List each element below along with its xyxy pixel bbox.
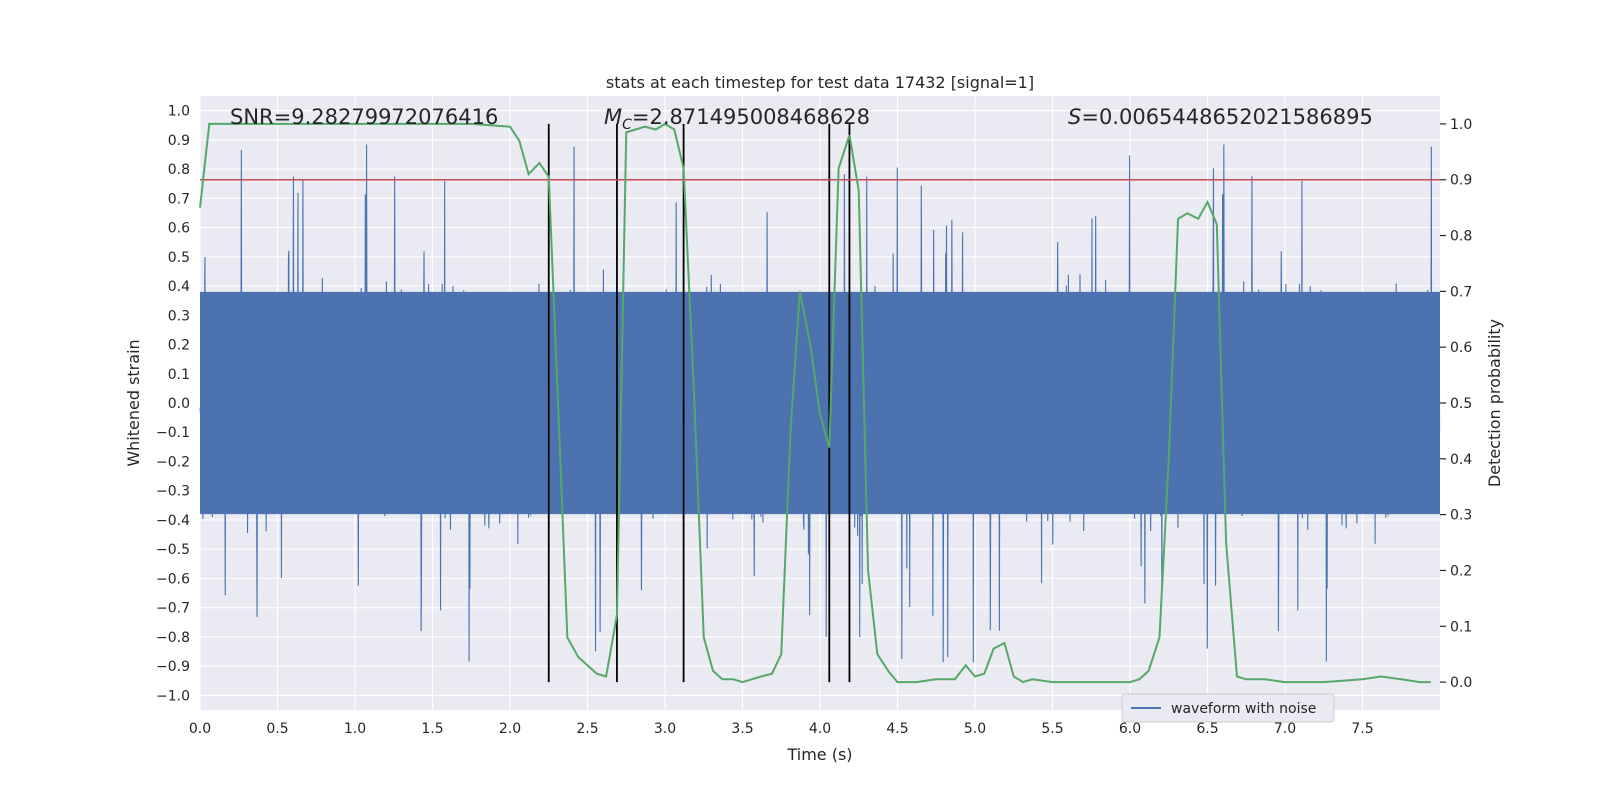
y-tick-label: 0.3 bbox=[168, 308, 190, 324]
s-symbol: S bbox=[1068, 105, 1081, 129]
y-tick-label: −0.8 bbox=[156, 630, 190, 646]
x-tick-label: 4.0 bbox=[809, 721, 831, 737]
y2-tick-label: 0.5 bbox=[1450, 396, 1472, 412]
y2-axis-label: Detection probability bbox=[1485, 319, 1504, 487]
y-tick-label: −0.7 bbox=[156, 601, 190, 617]
y-tick-label: 0.6 bbox=[168, 221, 190, 237]
snr-annotation: SNR=9.28279972076416 bbox=[230, 105, 498, 129]
x-tick-label: 6.0 bbox=[1119, 721, 1141, 737]
mc-symbol: M bbox=[604, 105, 622, 129]
mc-annotation: MC=2.871495008468628 bbox=[604, 105, 870, 133]
x-tick-label: 1.0 bbox=[344, 721, 366, 737]
x-tick-label: 7.5 bbox=[1351, 721, 1373, 737]
y2-ticks: 1.0 0.9 0.8 0.7 0.6 0.5 0.4 0.3 0.2 0.1 0.0 bbox=[1440, 117, 1472, 691]
mc-value: =2.871495008468628 bbox=[632, 105, 870, 129]
x-tick-label: 0.5 bbox=[266, 721, 288, 737]
x-tick-label: 5.5 bbox=[1041, 721, 1063, 737]
y-tick-label: 0.2 bbox=[168, 338, 190, 354]
waveform-series bbox=[199, 144, 1441, 663]
y-tick-label: 1.0 bbox=[168, 104, 190, 120]
legend-box bbox=[1121, 693, 1335, 723]
y2-tick-label: 0.1 bbox=[1450, 619, 1472, 635]
y2-tick-label: 0.2 bbox=[1450, 563, 1472, 579]
x-tick-label: 6.5 bbox=[1196, 721, 1218, 737]
y2-tick-label: 0.9 bbox=[1450, 173, 1472, 189]
y2-tick-label: 0.0 bbox=[1450, 675, 1472, 691]
y-ticks: 1.0 0.9 0.8 0.7 0.6 0.5 0.4 0.3 0.2 0.1 0.0 −0.1 −0.… bbox=[156, 104, 190, 705]
y-tick-label: −0.3 bbox=[156, 484, 190, 500]
y2-tick-label: 0.7 bbox=[1450, 284, 1472, 300]
x-tick-label: 2.5 bbox=[576, 721, 598, 737]
legend-label: waveform with noise bbox=[1171, 701, 1316, 717]
legend: waveform with noise bbox=[1121, 693, 1335, 723]
x-tick-label: 3.5 bbox=[731, 721, 753, 737]
y2-tick-label: 0.6 bbox=[1450, 340, 1472, 356]
x-tick-label: 2.0 bbox=[499, 721, 521, 737]
y-axis-label: Whitened strain bbox=[124, 339, 143, 466]
y-tick-label: −0.4 bbox=[156, 513, 190, 529]
y-tick-label: 0.7 bbox=[168, 191, 190, 207]
y-tick-label: 0.4 bbox=[168, 279, 190, 295]
x-tick-label: 3.0 bbox=[654, 721, 676, 737]
y2-tick-label: 0.4 bbox=[1450, 452, 1472, 468]
y2-tick-label: 1.0 bbox=[1450, 117, 1472, 133]
y-tick-label: 0.0 bbox=[168, 396, 190, 412]
y-tick-label: 0.1 bbox=[168, 367, 190, 383]
y2-tick-label: 0.8 bbox=[1450, 229, 1472, 245]
y-tick-label: 0.5 bbox=[168, 250, 190, 266]
waveform-line bbox=[199, 144, 1441, 663]
x-tick-label: 1.5 bbox=[421, 721, 443, 737]
chart-title: stats at each timestep for test data 174… bbox=[606, 73, 1034, 92]
y-tick-label: −0.1 bbox=[156, 425, 190, 441]
mc-subscript: C bbox=[622, 117, 632, 133]
y-tick-label: −0.9 bbox=[156, 659, 190, 675]
x-ticks: 0.0 0.5 1.0 1.5 2.0 2.5 3.0 3.5 4.0 4.5 5.0 5.5 6.0 6… bbox=[189, 721, 1374, 737]
y-tick-label: −0.6 bbox=[156, 571, 190, 587]
x-tick-label: 7.0 bbox=[1274, 721, 1296, 737]
s-annotation: S=0.0065448652021586895 bbox=[1068, 105, 1373, 129]
y-tick-label: 0.8 bbox=[168, 162, 190, 178]
y-tick-label: −0.5 bbox=[156, 542, 190, 558]
probability-series bbox=[199, 122, 1431, 684]
y-tick-label: −1.0 bbox=[156, 688, 190, 704]
x-axis-label: Time (s) bbox=[786, 745, 852, 764]
x-tick-label: 4.5 bbox=[886, 721, 908, 737]
y2-tick-label: 0.3 bbox=[1450, 508, 1472, 524]
y-tick-label: 0.9 bbox=[168, 133, 190, 149]
x-tick-label: 0.0 bbox=[189, 721, 211, 737]
y-tick-label: −0.2 bbox=[156, 454, 190, 470]
x-tick-label: 5.0 bbox=[964, 721, 986, 737]
s-value: =0.0065448652021586895 bbox=[1081, 105, 1373, 129]
